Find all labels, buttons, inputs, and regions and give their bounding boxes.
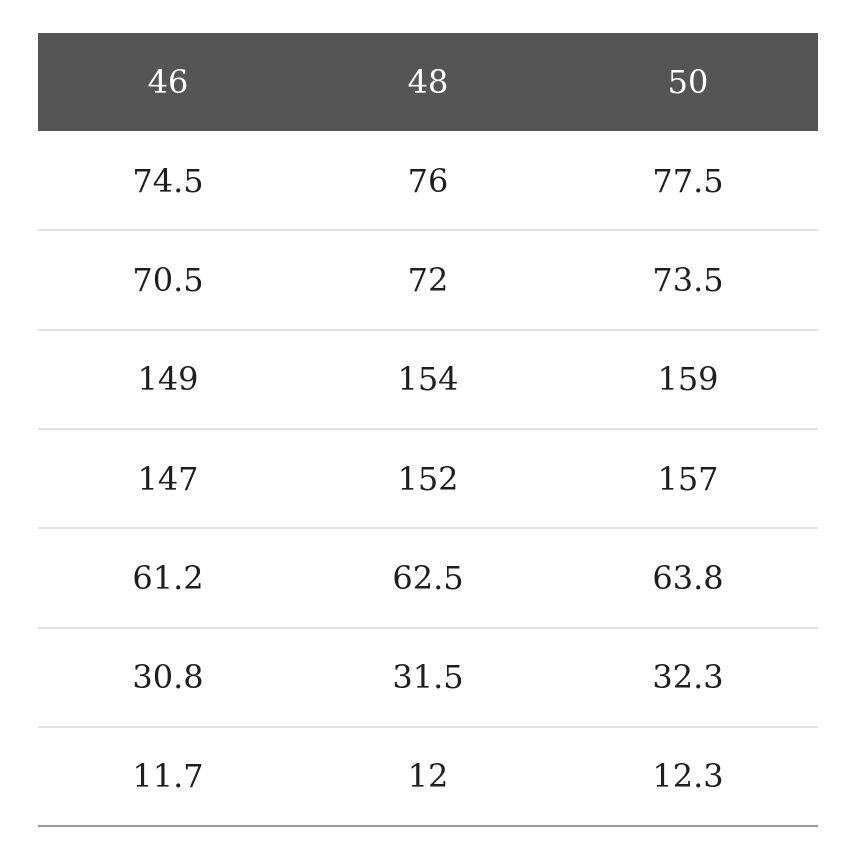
table-row: 30.8 31.5 32.3 bbox=[38, 628, 818, 727]
row-divider bbox=[38, 527, 818, 530]
table-cell: 12 bbox=[407, 757, 449, 796]
table-cell: 76 bbox=[407, 161, 449, 200]
table-cell: 31.5 bbox=[392, 658, 464, 697]
table-cell: 32.3 bbox=[652, 658, 724, 697]
header-row: 46 48 50 bbox=[38, 33, 818, 131]
table-cell: 12.3 bbox=[652, 757, 724, 796]
header-cell: 48 bbox=[407, 63, 449, 101]
table-cell: 159 bbox=[657, 360, 719, 399]
table-cell: 70.5 bbox=[132, 260, 204, 299]
table-cell: 61.2 bbox=[132, 558, 204, 597]
table-cell: 63.8 bbox=[652, 558, 724, 597]
table-cell: 154 bbox=[397, 360, 459, 399]
row-divider bbox=[38, 328, 818, 331]
row-divider bbox=[38, 725, 818, 728]
header-cell: 50 bbox=[667, 63, 709, 101]
table-cell: 11.7 bbox=[132, 757, 204, 796]
table-row: 11.7 12 12.3 bbox=[38, 727, 818, 826]
row-divider bbox=[38, 825, 818, 828]
row-divider bbox=[38, 427, 818, 430]
header-cell: 46 bbox=[147, 63, 189, 101]
table-row: 149 154 159 bbox=[38, 330, 818, 429]
table-cell: 152 bbox=[397, 459, 459, 498]
table-row: 70.5 72 73.5 bbox=[38, 230, 818, 329]
table-cell: 62.5 bbox=[392, 558, 464, 597]
table-cell: 73.5 bbox=[652, 260, 724, 299]
table-cell: 147 bbox=[137, 459, 199, 498]
table-cell: 77.5 bbox=[652, 161, 724, 200]
table-row: 147 152 157 bbox=[38, 429, 818, 528]
table-cell: 30.8 bbox=[132, 658, 204, 697]
table-cell: 72 bbox=[407, 260, 449, 299]
table-cell: 149 bbox=[137, 360, 199, 399]
row-divider bbox=[38, 229, 818, 232]
table-row: 61.2 62.5 63.8 bbox=[38, 528, 818, 627]
row-divider bbox=[38, 626, 818, 629]
table-cell: 74.5 bbox=[132, 161, 204, 200]
table-cell: 157 bbox=[657, 459, 719, 498]
table-row: 74.5 76 77.5 bbox=[38, 131, 818, 230]
